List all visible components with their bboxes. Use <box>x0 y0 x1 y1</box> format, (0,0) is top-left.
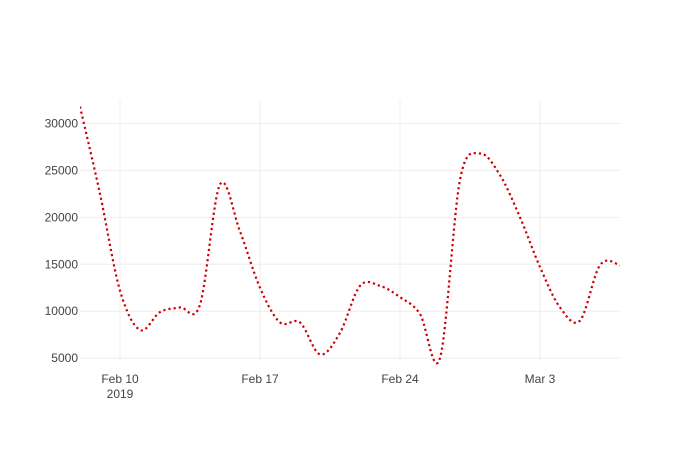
series-line <box>80 106 620 365</box>
x-tick-label: Mar 3 <box>525 372 556 386</box>
y-tick-label: 15000 <box>45 257 79 271</box>
series-layer <box>80 106 620 365</box>
y-tick-label: 10000 <box>45 304 79 318</box>
x-tick-label: Feb 24 <box>381 372 419 386</box>
x-tick-label: Feb 17 <box>241 372 279 386</box>
y-tick-label: 25000 <box>45 163 79 177</box>
x-tick-label: Feb 10 <box>101 372 139 386</box>
x-tick-sublabel: 2019 <box>107 387 134 401</box>
y-tick-label: 30000 <box>45 116 79 130</box>
y-tick-label: 5000 <box>51 351 78 365</box>
y-axis: 5000 10000 15000 20000 25000 30000 <box>45 116 79 365</box>
grid-lines <box>80 100 620 360</box>
y-tick-label: 20000 <box>45 210 79 224</box>
